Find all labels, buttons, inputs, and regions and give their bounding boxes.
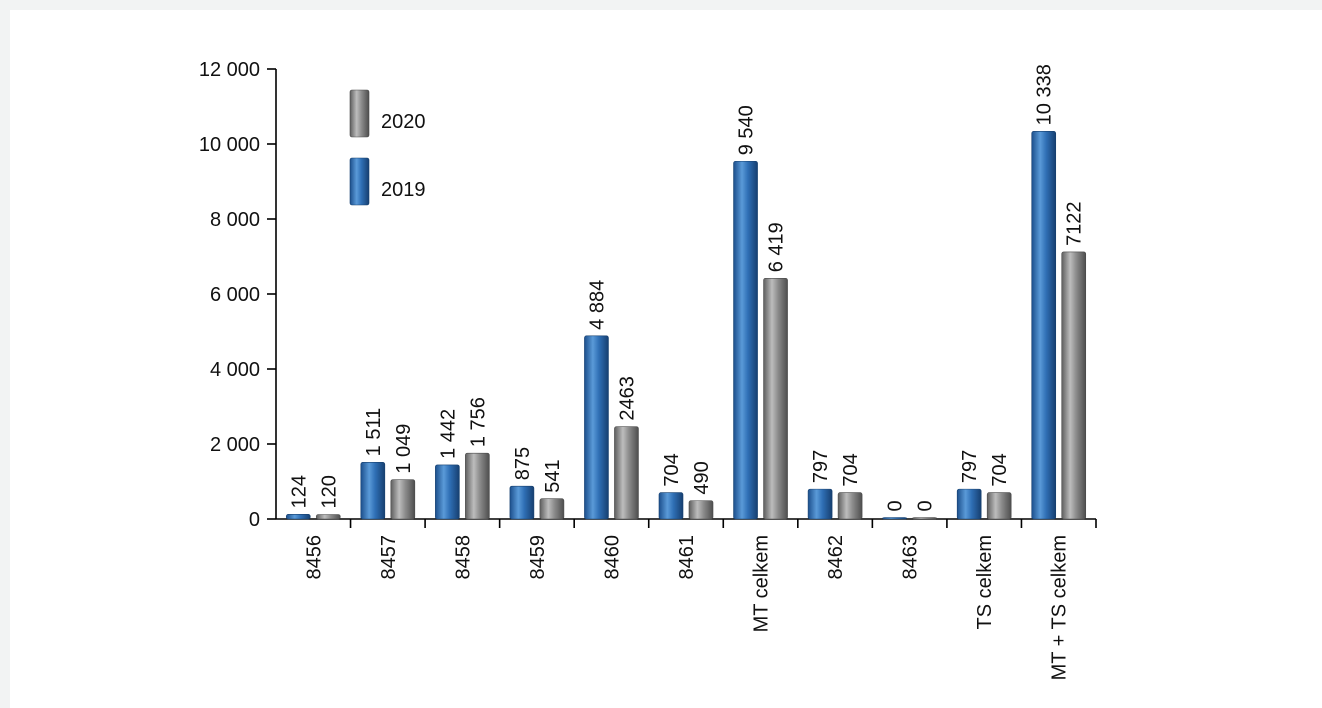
category-label: 8461 (676, 535, 698, 580)
category-label: 8463 (900, 535, 922, 580)
bar-2020-MT-+-TS-celkem (1061, 251, 1087, 520)
legend-label-2020: 2020 (381, 111, 426, 133)
data-label: 6 419 (766, 222, 788, 272)
bar-2020-8456 (315, 514, 341, 520)
data-label: 120 (318, 475, 340, 508)
data-label: 875 (512, 447, 534, 480)
data-label: 1 756 (467, 397, 489, 447)
category-label: 8459 (527, 535, 549, 580)
bar-2019-8456 (285, 514, 311, 520)
bar-2019-TS-celkem (956, 488, 982, 520)
data-label: 1 442 (437, 409, 459, 459)
y-tick-label: 0 (249, 509, 260, 531)
data-label: 541 (542, 459, 564, 492)
bar-2019-8457 (360, 462, 386, 520)
bar-2019-8461 (658, 492, 684, 520)
data-label: 9 540 (736, 105, 758, 155)
bar-2019-8463 (882, 517, 907, 520)
data-label: 10 338 (1034, 64, 1056, 125)
category-label: MT + TS celkem (1049, 535, 1071, 680)
data-label: 4 884 (586, 280, 608, 330)
data-label: 797 (810, 450, 832, 483)
legend: 2020 2019 (349, 89, 426, 206)
y-tick-label: 2 000 (210, 434, 260, 456)
category-label: 8458 (452, 535, 474, 580)
y-tick-label: 4 000 (210, 359, 260, 381)
data-label: 704 (840, 453, 862, 486)
bar-2019-MT-celkem (733, 160, 758, 520)
data-label: 1 511 (363, 408, 385, 457)
bar-2019-8459 (509, 485, 535, 520)
data-label: 2463 (616, 376, 638, 421)
category-label: MT celkem (751, 535, 773, 632)
bar-2019-MT-+-TS-celkem (1031, 131, 1057, 520)
bar-2020-8459 (539, 498, 565, 520)
y-tick-label: 8 000 (210, 209, 260, 231)
data-label: 797 (959, 450, 981, 483)
bar-2020-8461 (688, 500, 714, 520)
y-tick-label: 10 000 (199, 134, 260, 156)
bar-2019-8462 (807, 488, 833, 520)
data-label: 704 (989, 453, 1011, 486)
bar-2020-MT-celkem (763, 277, 788, 520)
bar-2019-8458 (435, 464, 460, 520)
bars (285, 131, 1087, 520)
data-label: 0 (885, 500, 907, 511)
chart-frame: 0 2 000 4 000 6 000 8 000 10 000 12 000 124 120… (10, 10, 1322, 708)
bar-2019-8460 (584, 335, 609, 520)
data-label: 490 (691, 461, 713, 494)
bar-2020-8462 (837, 492, 863, 520)
data-labels: 124 120 8456 1 511 1 049 8457 1 442 1 756 8458 87… (288, 64, 1085, 680)
data-label: 124 (288, 475, 310, 508)
y-tick-label: 12 000 (199, 59, 260, 81)
category-label: 8460 (601, 535, 623, 580)
bar-2020-8463 (912, 517, 937, 520)
y-tick-label: 6 000 (210, 284, 260, 306)
bar-chart: 0 2 000 4 000 6 000 8 000 10 000 12 000 124 120… (199, 59, 1097, 680)
bar-2020-8458 (465, 452, 490, 520)
legend-label-2019: 2019 (381, 179, 426, 201)
bar-2020-TS-celkem (986, 492, 1012, 520)
category-label: 8462 (825, 535, 847, 580)
category-label: TS celkem (974, 535, 996, 629)
data-label: 1 049 (393, 424, 415, 474)
category-label: 8456 (303, 535, 325, 580)
data-label: 704 (661, 453, 683, 486)
data-label: 0 (915, 500, 937, 511)
data-label: 7122 (1064, 201, 1086, 246)
legend-swatch-2020 (349, 89, 370, 138)
bar-2020-8457 (390, 479, 416, 520)
axes: 0 2 000 4 000 6 000 8 000 10 000 12 000 (199, 59, 1097, 531)
legend-swatch-2019 (349, 157, 370, 206)
category-label: 8457 (378, 535, 400, 580)
bar-2020-8460 (614, 426, 639, 520)
